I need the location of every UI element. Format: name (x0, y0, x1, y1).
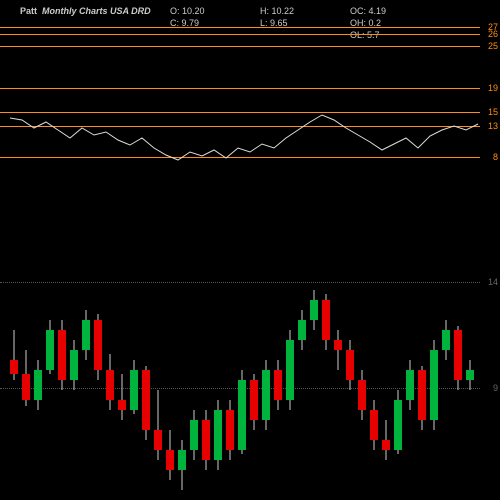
candlestick-chart (0, 0, 500, 500)
chart-container: Patt Monthly Charts USA DRD O: 10.20 H: … (0, 0, 500, 500)
